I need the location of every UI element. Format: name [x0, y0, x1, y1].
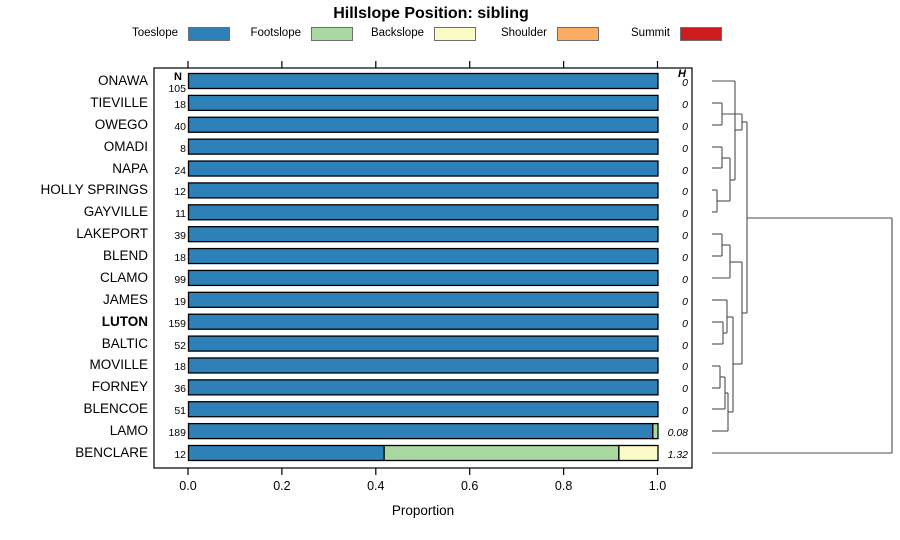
row-label: BENCLARE	[75, 445, 148, 460]
h-value: 0	[682, 383, 688, 396]
n-value: 39	[174, 230, 186, 243]
legend-swatch-toeslope	[188, 27, 230, 41]
h-value: 0	[682, 164, 688, 177]
n-value: 11	[175, 208, 186, 221]
n-value: 18	[174, 361, 186, 374]
h-value: 0	[682, 77, 688, 89]
bar-segment-toeslope	[187, 269, 659, 287]
legend-label: Toeslope	[131, 27, 178, 39]
row-label: NAPA	[112, 160, 148, 176]
n-column-header: N	[174, 71, 182, 83]
row-label: GAYVILLE	[83, 204, 148, 220]
row-label: FORNEY	[91, 379, 148, 395]
bar-segment-toeslope	[187, 379, 659, 396]
bar-segment-backslope	[618, 444, 659, 462]
row-label: OMADI	[103, 138, 148, 154]
bar-segment-toeslope	[187, 94, 659, 112]
bar-segment-toeslope	[187, 160, 659, 177]
n-value: 19	[174, 295, 186, 308]
row-label: TIEVILLE	[90, 94, 148, 110]
h-value: 0	[682, 208, 688, 221]
h-value: 0	[682, 317, 688, 330]
n-value: 189	[168, 427, 186, 440]
legend-label: Footslope	[250, 27, 301, 39]
bar-segment-toeslope	[187, 72, 659, 90]
h-column-header: H	[678, 68, 686, 80]
axis-tick-label: 0.6	[460, 479, 479, 493]
h-value: 0	[682, 120, 688, 133]
n-value: 36	[174, 383, 186, 396]
h-value: 0	[682, 186, 688, 199]
bar-segment-toeslope	[187, 138, 659, 155]
legend-label: Shoulder	[500, 27, 547, 39]
row-label: ONAWA	[98, 73, 148, 88]
n-value: 8	[180, 142, 186, 155]
n-value: 24	[174, 164, 186, 177]
row-label: LAKEPORT	[76, 226, 148, 242]
n-value: 159	[168, 317, 186, 330]
legend-label: Backslope	[370, 27, 424, 39]
legend-swatch-footslope	[311, 27, 353, 41]
row-label: MOVILLE	[89, 357, 148, 373]
bar-segment-footslope	[383, 444, 620, 462]
bar-segment-footslope	[652, 422, 659, 440]
row-label: LAMO	[109, 423, 148, 439]
legend-label: Summit	[631, 27, 670, 39]
bar-segment-toeslope	[187, 357, 659, 374]
n-value: 51	[174, 405, 186, 418]
row-label: LUTON	[101, 313, 148, 329]
h-value: 0	[682, 339, 688, 352]
n-value: 12	[174, 186, 186, 199]
legend-swatch-shoulder	[557, 27, 599, 41]
row-label: BLENCOE	[83, 401, 148, 417]
h-value: 0	[682, 273, 688, 286]
bar-segment-toeslope	[187, 401, 659, 418]
bar-segment-toeslope	[187, 182, 659, 199]
plot-box	[153, 67, 693, 469]
row-label: JAMES	[102, 291, 148, 307]
h-value: 0	[682, 295, 688, 308]
bar-segment-toeslope	[187, 335, 659, 352]
bar-segment-toeslope	[187, 116, 659, 133]
h-value: 0	[682, 230, 688, 243]
h-value: 0.08	[667, 427, 688, 440]
axis-tick-label: 0.8	[554, 479, 573, 493]
h-value: 0	[682, 405, 688, 418]
h-value: 0	[682, 252, 688, 265]
row-label: CLAMO	[99, 269, 148, 285]
n-value: 99	[174, 273, 186, 286]
x-axis-title: Proportion	[391, 503, 455, 518]
h-value: 0	[682, 361, 688, 374]
axis-tick-label: 0.0	[179, 479, 197, 493]
bar-segment-toeslope	[187, 313, 659, 330]
n-value: 18	[174, 98, 186, 111]
bar-segment-toeslope	[187, 422, 654, 440]
legend-swatch-backslope	[434, 27, 476, 41]
bar-segment-toeslope	[187, 226, 659, 243]
axis-tick-label: 1.0	[648, 479, 667, 493]
row-label: HOLLY SPRINGS	[40, 182, 148, 198]
n-value: 40	[174, 120, 186, 133]
bar-segment-toeslope	[187, 444, 385, 462]
h-value: 0	[682, 98, 688, 111]
bar-segment-toeslope	[187, 291, 659, 308]
h-value: 1.32	[667, 449, 688, 461]
n-value: 12	[174, 449, 186, 461]
legend-swatch-summit	[680, 27, 722, 41]
row-label: OWEGO	[94, 116, 148, 132]
chart-title: Hillslope Position: sibling	[333, 5, 529, 22]
n-value: 18	[174, 252, 186, 265]
axis-tick-label: 0.4	[367, 479, 385, 493]
bar-segment-toeslope	[187, 247, 659, 265]
n-value: 105	[168, 83, 186, 95]
n-value: 52	[174, 339, 186, 352]
row-label: BALTIC	[101, 335, 148, 351]
bar-segment-toeslope	[187, 204, 659, 221]
h-value: 0	[682, 142, 688, 155]
row-label: BLEND	[102, 248, 148, 264]
axis-tick-label: 0.2	[273, 479, 291, 493]
